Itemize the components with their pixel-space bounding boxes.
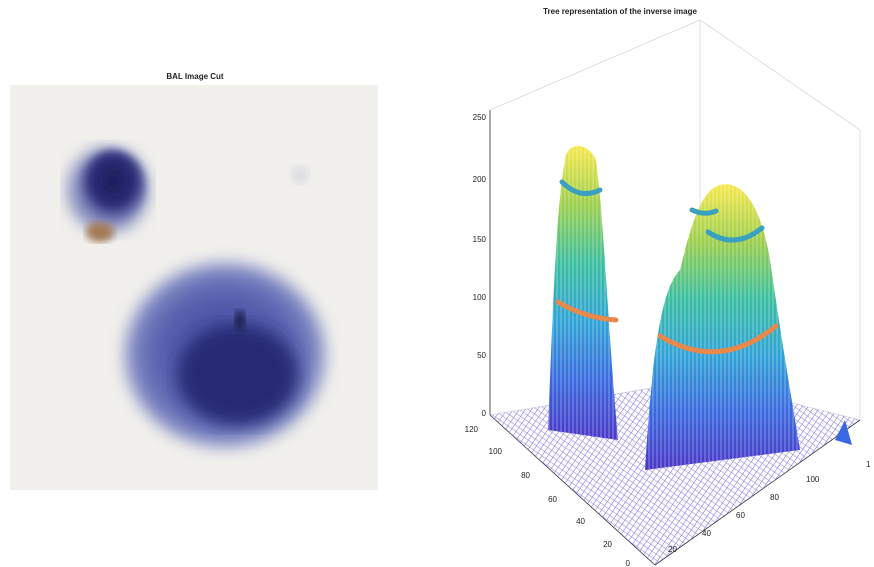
x-tick-label: 20 xyxy=(668,545,677,554)
x-tick-label: 100 xyxy=(806,475,820,484)
y-tick-label: 80 xyxy=(521,471,530,480)
y-tick-label: 0 xyxy=(626,559,631,567)
y-tick-label: 120 xyxy=(465,425,479,434)
z-tick-label: 100 xyxy=(473,293,487,302)
y-tick-label: 60 xyxy=(548,495,557,504)
y-tick-label: 100 xyxy=(489,447,503,456)
z-tick-label: 250 xyxy=(473,113,487,122)
surface xyxy=(490,145,860,565)
x-tick-label: 1 xyxy=(866,460,871,469)
z-tick-label: 200 xyxy=(473,175,487,184)
z-tick-label: 150 xyxy=(473,235,487,244)
x-tick-label: 80 xyxy=(770,493,779,502)
x-tick-label: 60 xyxy=(736,511,745,520)
left-title: BAL Image Cut xyxy=(166,72,224,81)
z-tick-label: 50 xyxy=(477,351,486,360)
cell-image xyxy=(10,85,378,490)
right-title: Tree representation of the inverse image xyxy=(543,7,697,16)
annotation-arcs xyxy=(555,179,779,355)
y-tick-label: 40 xyxy=(576,517,585,526)
y-tick-label: 20 xyxy=(603,540,612,549)
z-tick-label: 0 xyxy=(482,409,487,418)
tick-labels: 0 50 100 150 200 250 0 20 40 60 80 100 120 20 40 60 80 10… xyxy=(465,113,871,567)
x-tick-label: 40 xyxy=(702,529,711,538)
